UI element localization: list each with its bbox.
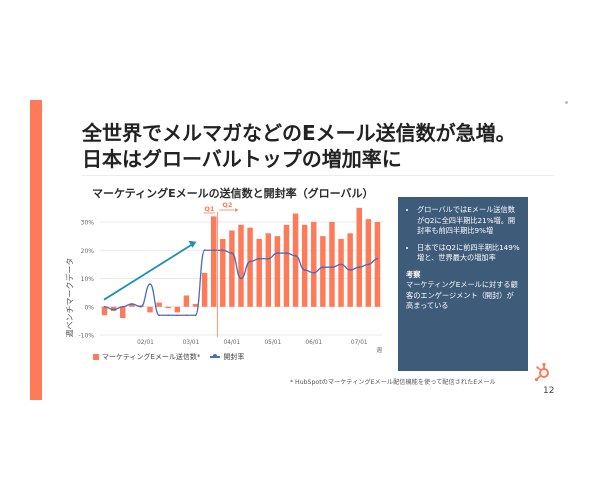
open-rate-point (367, 263, 370, 266)
bar-sends (256, 238, 262, 307)
q1-label: Q1 (204, 205, 215, 213)
bar-sends (183, 295, 190, 307)
y-tick-label: 30% (81, 220, 95, 227)
open-rate-point (176, 314, 179, 317)
open-rate-point (312, 271, 315, 274)
bar-sends (247, 227, 253, 307)
x-tick-label: 02/01 (137, 340, 154, 346)
y-tick-label: 0% (84, 304, 94, 311)
x-tick-label: 04/01 (224, 340, 241, 346)
open-rate-point (221, 249, 224, 252)
open-rate-point (240, 277, 242, 280)
open-rate-point (212, 249, 215, 252)
open-rate-point (358, 266, 361, 269)
open-rate-point (340, 263, 342, 266)
page-number: 12 (543, 386, 555, 396)
footnote: * HubSpotのマーケティングEメール配信機能を使って配信されたEメール (290, 379, 496, 386)
open-rate-point (194, 314, 197, 317)
panel-body: マーケティングEメールに対する顧客のエンゲージメント（開封）が高まっている (406, 280, 518, 310)
slide-dot (565, 101, 568, 104)
y-tick-label: -10% (78, 333, 94, 340)
x-tick-label: 03/01 (183, 340, 200, 346)
bar-sends (229, 230, 235, 307)
title-line-1: 全世界でメルマガなどのEメール送信数が急増。 (82, 121, 516, 145)
chart-area: 30% 20% 10% 0% -10% 02/01 03/01 04/01 05/01 06/01… (78, 201, 382, 354)
bar-sends (283, 224, 290, 307)
title-line-2: 日本はグローバルトップの増加率に (82, 147, 402, 171)
bar-sends (265, 233, 272, 307)
bar-sends (174, 306, 181, 313)
bar-sends (156, 302, 162, 307)
x-unit-label: 週 (376, 346, 382, 354)
panel-heading: 考察 (406, 269, 421, 279)
chart-legend: マーケティングEメール送信数* 開封率 (93, 352, 244, 362)
open-rate-point (294, 255, 297, 257)
panel-bullet-japan: 日本ではQ2に前四半期比149%増と、世界最大の増加率 (417, 243, 520, 264)
bar-sends (238, 224, 244, 307)
open-rate-point (303, 269, 306, 271)
bar-sends (101, 306, 108, 316)
open-rate-point (158, 314, 161, 317)
bar-sends (147, 306, 153, 313)
bar-sends (165, 306, 171, 309)
open-rate-point (331, 266, 333, 269)
open-rate-point (203, 249, 206, 252)
bar-sends (365, 219, 372, 307)
panel-bullet-global: グローバルではEメール送信数がQ2に全四半期比21%増。開封率も前四半期比9%増 (417, 205, 520, 237)
bar-sends (120, 306, 126, 319)
q2-arrow-head (235, 208, 239, 212)
y-tick-label: 10% (81, 276, 95, 283)
open-rate-point (276, 252, 279, 254)
chart-title: マーケティングEメールの送信数と開封率（グローバル） (92, 187, 374, 200)
bar-sends (356, 207, 362, 307)
open-rate-point (121, 305, 124, 308)
title-divider (82, 175, 554, 176)
legend-line-swatch (210, 354, 221, 358)
bar-sends (374, 222, 381, 307)
open-rate-point (285, 252, 288, 254)
bar-sends (220, 238, 226, 307)
open-rate-point (140, 305, 142, 308)
bar-sends (201, 272, 208, 307)
open-rate-point (185, 314, 188, 317)
open-rate-point (231, 252, 233, 254)
insight-panel: グローバルではEメール送信数がQ2に全四半期比21%増。開封率も前四半期比9%増… (398, 197, 528, 371)
trend-arrow-line (103, 243, 193, 301)
bar-sends (274, 236, 281, 307)
legend-bar-swatch (93, 354, 99, 360)
legend-item-open-rate: 開封率 (210, 352, 244, 362)
bar-sends (320, 236, 326, 307)
x-tick-label: 07/01 (351, 340, 368, 346)
bar-sends (192, 303, 199, 307)
open-rate-point (103, 305, 106, 308)
open-rate-point (149, 283, 151, 286)
hubspot-sprocket-icon (534, 362, 549, 382)
legend-item-sends: マーケティングEメール送信数* (93, 352, 200, 362)
open-rate-point (349, 269, 352, 271)
bar-sends (329, 222, 335, 307)
open-rate-point (267, 257, 270, 260)
trend-arrow-head (188, 240, 197, 248)
x-tick-label: 06/01 (305, 340, 322, 346)
bar-sends (292, 213, 299, 307)
open-rate-point (376, 257, 379, 260)
bar-sends (129, 303, 135, 307)
bar-sends (210, 216, 217, 307)
bar-sends (301, 224, 308, 307)
open-rate-point (112, 308, 115, 311)
open-rate-point (321, 266, 324, 269)
y-tick-label: 20% (81, 248, 95, 255)
open-rate-point (167, 314, 170, 317)
open-rate-point (258, 257, 261, 260)
x-tick-label: 05/01 (264, 340, 281, 346)
open-rate-point (249, 260, 251, 263)
slide-title: 全世界でメルマガなどのEメール送信数が急増。 日本はグローバルトップの増加率に (82, 120, 542, 172)
bar-sends (338, 238, 344, 307)
legend-label-open-rate: 開封率 (223, 353, 245, 361)
open-rate-point (130, 303, 133, 305)
q2-label: Q2 (222, 201, 232, 209)
accent-bar (30, 100, 42, 400)
legend-label-sends: マーケティングEメール送信数* (102, 353, 201, 361)
bar-sends (311, 222, 317, 307)
